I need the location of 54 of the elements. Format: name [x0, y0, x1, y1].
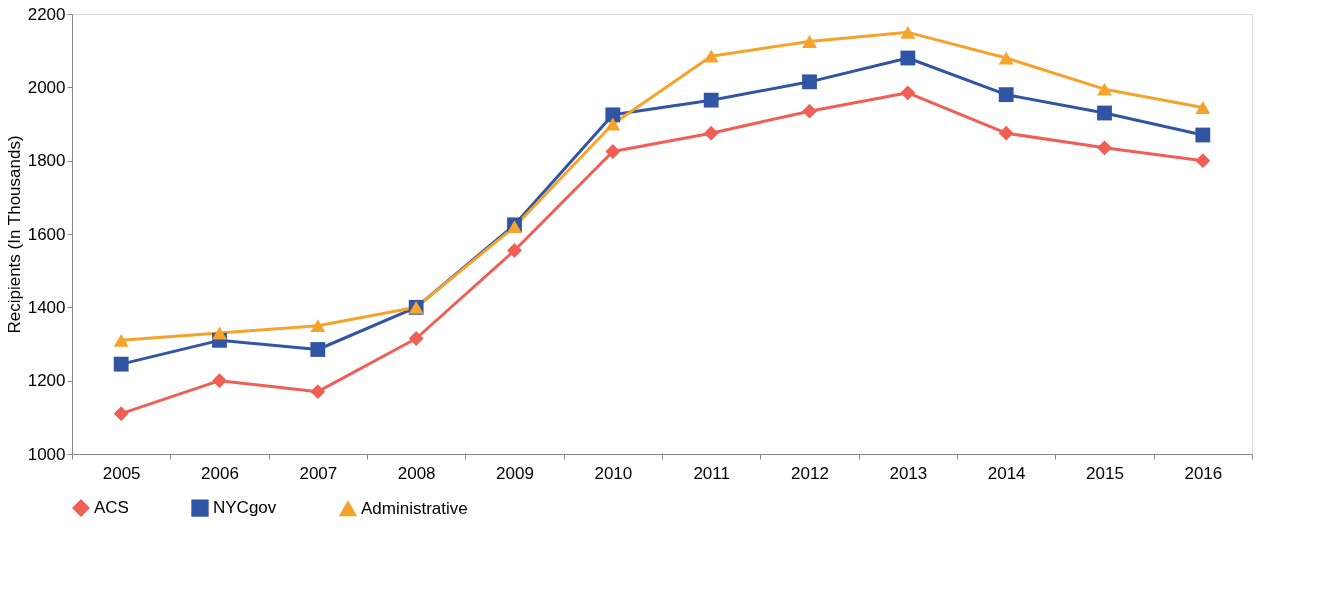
legend-label: NYCgov — [213, 498, 277, 518]
y-axis-title: Recipients (In Thousands) — [4, 135, 24, 334]
point — [1097, 105, 1112, 121]
y-tick-label: 2000 — [27, 77, 66, 97]
point — [1195, 153, 1211, 169]
point — [507, 243, 522, 258]
y-tick-label: 1800 — [27, 151, 66, 171]
x-tick-label: 2011 — [693, 463, 730, 483]
x-tick-label: 2006 — [201, 463, 239, 483]
point — [900, 85, 916, 101]
y-tick-label: 1400 — [27, 297, 66, 317]
point — [605, 144, 621, 159]
point — [113, 333, 129, 347]
point — [408, 331, 424, 346]
x-tick-label: 2016 — [1184, 463, 1223, 483]
point — [1097, 140, 1112, 156]
point — [802, 103, 817, 119]
point — [900, 25, 916, 39]
x-tick-label: 2009 — [496, 463, 534, 483]
y-tick-label: 1200 — [27, 371, 66, 391]
y-tick-label: 1600 — [27, 224, 66, 244]
point — [703, 125, 719, 141]
point — [310, 342, 326, 357]
point — [1195, 127, 1211, 143]
x-tick-label: 2005 — [102, 463, 141, 483]
point — [310, 319, 326, 333]
legend-label: Administrative — [361, 498, 468, 518]
point — [998, 125, 1014, 141]
x-tick-label: 2014 — [987, 463, 1026, 483]
point — [605, 117, 621, 131]
point — [802, 35, 817, 48]
legend-label: ACS — [94, 498, 129, 518]
point — [113, 406, 129, 422]
point — [212, 373, 227, 389]
x-tick-label: 2007 — [299, 463, 338, 483]
point — [703, 49, 719, 63]
point — [998, 51, 1014, 65]
y-tick-label: 1000 — [27, 444, 66, 464]
point — [802, 74, 817, 90]
x-tick-label: 2010 — [594, 463, 633, 483]
point — [900, 50, 916, 66]
x-tick-label: 2008 — [397, 463, 436, 483]
point — [212, 326, 227, 340]
point — [310, 384, 326, 400]
x-tick-label: 2015 — [1086, 463, 1124, 483]
point — [605, 107, 621, 123]
y-tick-label: 2200 — [27, 4, 66, 24]
x-tick-label: 2012 — [791, 463, 829, 483]
point — [1195, 101, 1211, 114]
point — [113, 356, 129, 372]
point — [1097, 82, 1112, 96]
point — [998, 87, 1014, 103]
point — [703, 92, 719, 108]
x-tick-label: 2013 — [889, 463, 928, 483]
